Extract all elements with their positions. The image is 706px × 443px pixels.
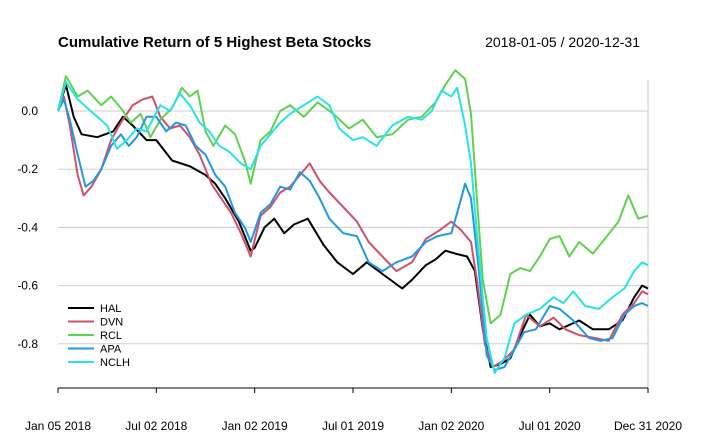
grid-lines [58, 80, 649, 388]
legend-label: DVN [100, 317, 123, 329]
x-tick-label: Dec 31 2020 [614, 419, 682, 433]
y-tick-label: -0.2 [17, 162, 38, 176]
series-line-apa [57, 98, 649, 371]
x-tick-label: Jul 01 2020 [519, 419, 581, 433]
legend-label: APA [100, 344, 122, 356]
chart-title: Cumulative Return of 5 Highest Beta Stoc… [58, 34, 371, 51]
series-line-dvn [57, 95, 649, 369]
x-tick-label: Jan 05 2018 [25, 419, 91, 433]
x-tick-label: Jul 01 2019 [322, 419, 384, 433]
legend-label: NCLH [100, 357, 130, 369]
y-tick-label: -0.4 [17, 220, 38, 234]
date-range: 2018-01-05 / 2020-12-31 [485, 34, 640, 50]
series-line-rcl [57, 69, 649, 325]
y-tick-label: 0.0 [21, 104, 38, 118]
series-line-nclh [57, 80, 649, 374]
x-axis: Jan 05 2018 Jul 02 2018 Jan 02 2019 Jul 01 … [25, 387, 682, 433]
x-tick-label: Jan 02 2020 [418, 419, 484, 433]
legend-label: RCL [100, 330, 122, 342]
x-tick-label: Jul 02 2018 [125, 419, 187, 433]
legend-label: HAL [100, 303, 121, 315]
y-tick-label: -0.8 [17, 337, 38, 351]
y-axis: 0.0 -0.2 -0.4 -0.6 -0.8 [17, 104, 38, 351]
series-line-hal [57, 83, 649, 369]
series-lines [57, 69, 649, 374]
x-tick-label: Jan 02 2019 [222, 419, 288, 433]
y-tick-label: -0.6 [17, 279, 38, 293]
